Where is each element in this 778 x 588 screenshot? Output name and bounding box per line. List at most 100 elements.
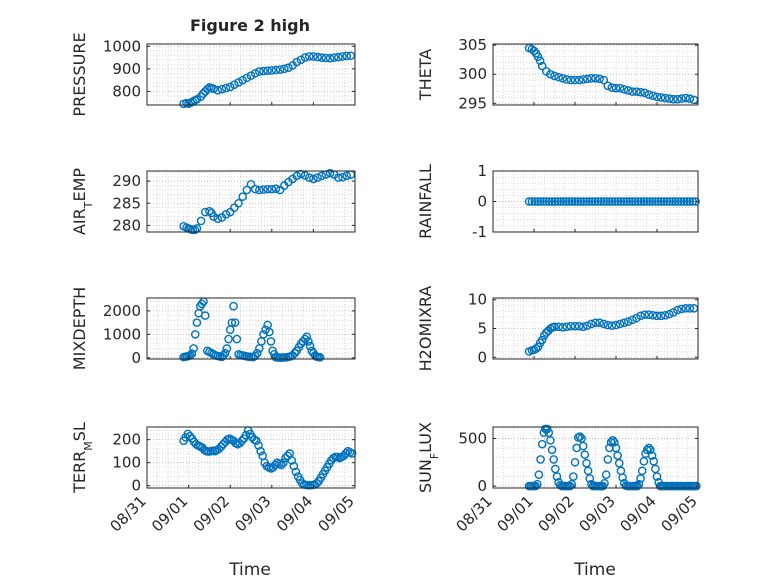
data-point-air-temp bbox=[338, 172, 347, 182]
y-tick-label: 5 bbox=[477, 320, 487, 338]
data-point-sun-flux bbox=[575, 432, 585, 441]
data-point-rainfall bbox=[653, 197, 663, 206]
data-point-rainfall bbox=[585, 197, 594, 206]
y-tick-label: 280 bbox=[112, 216, 141, 234]
data-point-air-temp bbox=[209, 212, 218, 221]
data-point-mixdepth bbox=[222, 344, 232, 353]
data-point-mixdepth bbox=[265, 327, 274, 337]
data-point-h2omixra bbox=[648, 310, 658, 320]
data-point-pressure bbox=[213, 86, 223, 95]
data-point-terr-msl bbox=[287, 456, 297, 465]
data-point-rainfall bbox=[636, 197, 646, 206]
data-point-air-temp bbox=[221, 210, 231, 219]
data-point-theta bbox=[562, 75, 572, 84]
data-point-h2omixra bbox=[531, 344, 541, 353]
data-point-mixdepth bbox=[232, 334, 242, 344]
data-point-rainfall bbox=[550, 197, 560, 206]
data-point-theta bbox=[578, 75, 588, 84]
data-point-h2omixra bbox=[578, 322, 588, 332]
data-point-h2omixra bbox=[603, 320, 613, 330]
y-axis-title-mixdepth: MIXDEPTH bbox=[70, 287, 89, 370]
y-tick-label: 0 bbox=[477, 348, 487, 366]
data-point-h2omixra bbox=[640, 310, 650, 319]
data-point-pressure bbox=[325, 53, 335, 63]
data-point-rainfall bbox=[599, 197, 609, 206]
data-point-pressure bbox=[275, 65, 285, 74]
data-point-terr-msl bbox=[341, 449, 351, 458]
y-axis-title-pressure: PRESSURE bbox=[70, 32, 89, 116]
data-point-theta bbox=[607, 83, 617, 92]
data-point-rainfall bbox=[625, 197, 634, 206]
data-point-h2omixra bbox=[599, 319, 609, 329]
data-point-pressure bbox=[259, 66, 268, 76]
data-point-theta bbox=[628, 87, 637, 96]
data-point-air-temp bbox=[334, 173, 343, 182]
data-point-pressure bbox=[271, 65, 281, 75]
data-point-mixdepth bbox=[290, 348, 299, 358]
data-point-h2omixra bbox=[624, 317, 633, 326]
data-point-theta bbox=[591, 73, 600, 83]
data-point-pressure bbox=[321, 53, 331, 63]
data-point-pressure bbox=[342, 51, 351, 61]
data-point-rainfall bbox=[602, 197, 611, 206]
data-point-sun-flux bbox=[600, 478, 609, 488]
data-point-h2omixra bbox=[673, 305, 682, 315]
data-point-h2omixra bbox=[574, 321, 584, 331]
data-point-rainfall bbox=[685, 197, 695, 206]
data-point-h2omixra bbox=[566, 321, 576, 331]
data-point-rainfall bbox=[682, 197, 692, 206]
data-point-rainfall bbox=[570, 197, 580, 206]
y-tick-label: 10 bbox=[468, 291, 487, 309]
data-point-rainfall bbox=[674, 197, 683, 206]
data-point-theta bbox=[529, 46, 539, 56]
data-point-pressure bbox=[221, 83, 231, 93]
data-point-sun-flux bbox=[611, 443, 621, 453]
y-tick-label: 500 bbox=[458, 429, 487, 447]
data-point-sun-flux bbox=[651, 464, 660, 474]
data-point-h2omixra bbox=[636, 311, 645, 321]
data-point-mixdepth bbox=[315, 353, 325, 362]
data-point-rainfall bbox=[671, 197, 680, 206]
data-point-mixdepth bbox=[220, 348, 230, 358]
data-point-theta bbox=[660, 93, 670, 103]
data-point-theta bbox=[537, 61, 547, 71]
data-point-rainfall bbox=[622, 197, 631, 206]
y-tick-label: 0 bbox=[131, 477, 141, 495]
data-point-h2omixra bbox=[677, 304, 686, 314]
figure-title: Figure 2 high bbox=[190, 16, 310, 35]
data-point-h2omixra bbox=[619, 318, 629, 328]
data-point-pressure bbox=[279, 64, 289, 74]
data-point-pressure bbox=[300, 53, 310, 62]
data-point-air-temp bbox=[342, 171, 351, 181]
data-point-theta bbox=[587, 73, 596, 83]
data-point-mixdepth bbox=[304, 337, 313, 346]
data-point-sun-flux bbox=[536, 455, 545, 464]
data-point-theta bbox=[677, 94, 686, 103]
data-point-theta bbox=[640, 88, 650, 98]
data-point-rainfall bbox=[679, 197, 689, 206]
axes-box bbox=[146, 426, 356, 489]
y-axis-title-terr-msl: TERRMSL bbox=[70, 422, 95, 494]
data-point-rainfall bbox=[676, 197, 686, 206]
data-point-terr-msl bbox=[291, 467, 301, 477]
data-point-rainfall bbox=[648, 197, 657, 206]
data-point-rainfall bbox=[524, 197, 534, 206]
data-point-h2omixra bbox=[665, 309, 674, 319]
data-point-rainfall bbox=[668, 197, 677, 206]
data-point-h2omixra bbox=[644, 310, 654, 319]
data-point-theta bbox=[624, 86, 633, 95]
data-point-rainfall bbox=[576, 197, 586, 206]
data-point-air-temp bbox=[296, 169, 306, 179]
data-point-sun-flux bbox=[580, 450, 590, 459]
data-point-mixdepth bbox=[227, 318, 237, 327]
data-point-sun-flux bbox=[692, 481, 701, 491]
data-point-mixdepth bbox=[190, 330, 200, 339]
data-point-pressure bbox=[238, 75, 247, 85]
data-point-air-temp bbox=[255, 185, 264, 195]
data-point-sun-flux bbox=[577, 434, 586, 443]
data-point-rainfall bbox=[542, 197, 551, 206]
data-point-sun-flux bbox=[601, 470, 611, 479]
data-point-mixdepth bbox=[192, 318, 202, 327]
x-tick-label: 09/01 bbox=[494, 492, 537, 535]
